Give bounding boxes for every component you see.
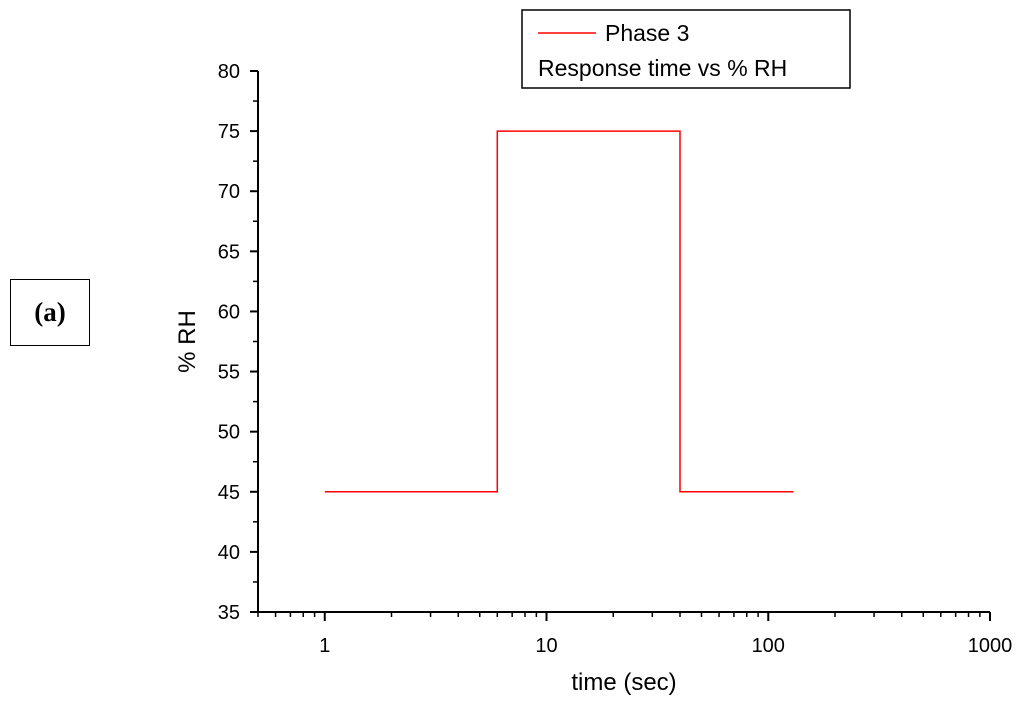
y-tick-label: 70 bbox=[218, 181, 240, 203]
legend-entry-phase-3: Phase 3 bbox=[605, 20, 689, 46]
chart-legend: Phase 3 Response time vs % RH bbox=[521, 9, 851, 89]
y-tick-label: 55 bbox=[218, 362, 240, 384]
y-tick-label: 75 bbox=[218, 121, 240, 143]
panel-label: (a) bbox=[34, 297, 66, 327]
y-tick-label: 60 bbox=[218, 301, 240, 323]
chart-axes: 35 40 45 50 55 60 65 70 75 80 1 10 100 1000 bbox=[218, 61, 1013, 657]
x-axis-title: time (sec) bbox=[571, 669, 676, 696]
y-axis-title: % RH bbox=[174, 310, 201, 373]
x-tick-label: 10 bbox=[535, 635, 557, 657]
panel-label-box: (a) bbox=[10, 279, 90, 346]
series-line-phase-3 bbox=[324, 130, 794, 493]
y-tick-label: 50 bbox=[218, 422, 240, 444]
x-tick-label: 1000 bbox=[968, 635, 1013, 657]
y-tick-label: 40 bbox=[218, 542, 240, 564]
legend-box bbox=[521, 9, 851, 89]
y-tick-label: 65 bbox=[218, 241, 240, 263]
x-tick-label: 1 bbox=[319, 635, 330, 657]
y-tick-label: 80 bbox=[218, 61, 240, 83]
y-tick-label: 45 bbox=[218, 482, 240, 504]
y-tick-label: 35 bbox=[218, 602, 240, 624]
x-tick-label: 100 bbox=[752, 635, 785, 657]
legend-entry-description: Response time vs % RH bbox=[538, 55, 787, 81]
chart-series bbox=[324, 130, 794, 493]
